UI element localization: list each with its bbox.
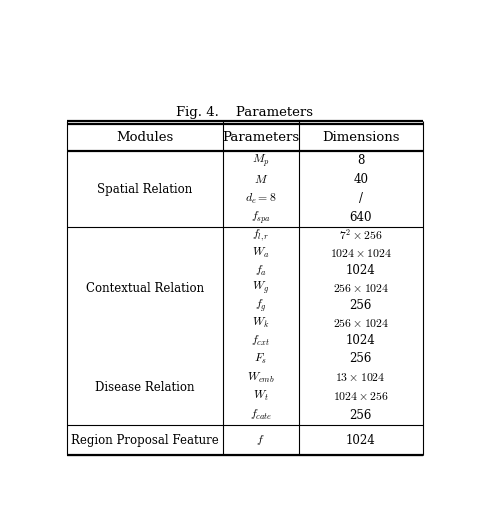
Text: $f_a$: $f_a$ [255,263,267,278]
Text: $W_{emb}$: $W_{emb}$ [247,370,274,385]
Text: $256 \times 1024$: $256 \times 1024$ [333,281,389,295]
Text: 256: 256 [349,409,372,422]
Text: $f_{cxt}$: $f_{cxt}$ [251,333,270,348]
Text: $M$: $M$ [253,173,268,186]
Text: Modules: Modules [116,131,174,144]
Text: $1024 \times 1024$: $1024 \times 1024$ [330,246,392,260]
Text: 1024: 1024 [346,334,376,347]
Text: $13 \times 1024$: $13 \times 1024$ [336,371,386,384]
Text: Fig. 4.    Parameters: Fig. 4. Parameters [176,106,314,119]
Text: 256: 256 [349,299,372,312]
Text: Spatial Relation: Spatial Relation [98,183,193,196]
Text: $f_{spa}$: $f_{spa}$ [251,209,271,226]
Text: 8: 8 [357,154,364,167]
Text: $d_e = 8$: $d_e = 8$ [245,191,276,206]
Text: Dimensions: Dimensions [322,131,400,144]
Text: Contextual Relation: Contextual Relation [86,281,204,295]
Text: 1024: 1024 [346,264,376,277]
Text: $7^2 \times 256$: $7^2 \times 256$ [339,228,383,243]
Text: $f$: $f$ [257,433,265,447]
Text: $F_s$: $F_s$ [254,352,267,366]
Text: $f_g$: $f_g$ [255,297,267,314]
Text: $256 \times 1024$: $256 \times 1024$ [333,316,389,330]
Text: Region Proposal Feature: Region Proposal Feature [71,434,219,447]
Text: 40: 40 [353,173,368,186]
Text: $M_p$: $M_p$ [252,153,270,169]
Text: 640: 640 [349,211,372,224]
Text: 1024: 1024 [346,434,376,447]
Text: /: / [359,192,363,205]
Text: $W_a$: $W_a$ [252,246,270,260]
Text: $W_k$: $W_k$ [252,316,270,330]
Text: $W_t$: $W_t$ [253,390,269,403]
Text: Parameters: Parameters [222,131,299,144]
Text: 256: 256 [349,352,372,365]
Text: $W_g$: $W_g$ [252,280,269,296]
Text: $1024 \times 256$: $1024 \times 256$ [333,390,389,403]
Text: $f_{l,r}$: $f_{l,r}$ [252,228,270,243]
Text: Disease Relation: Disease Relation [95,381,195,393]
Text: $f_{cate}$: $f_{cate}$ [250,408,272,422]
